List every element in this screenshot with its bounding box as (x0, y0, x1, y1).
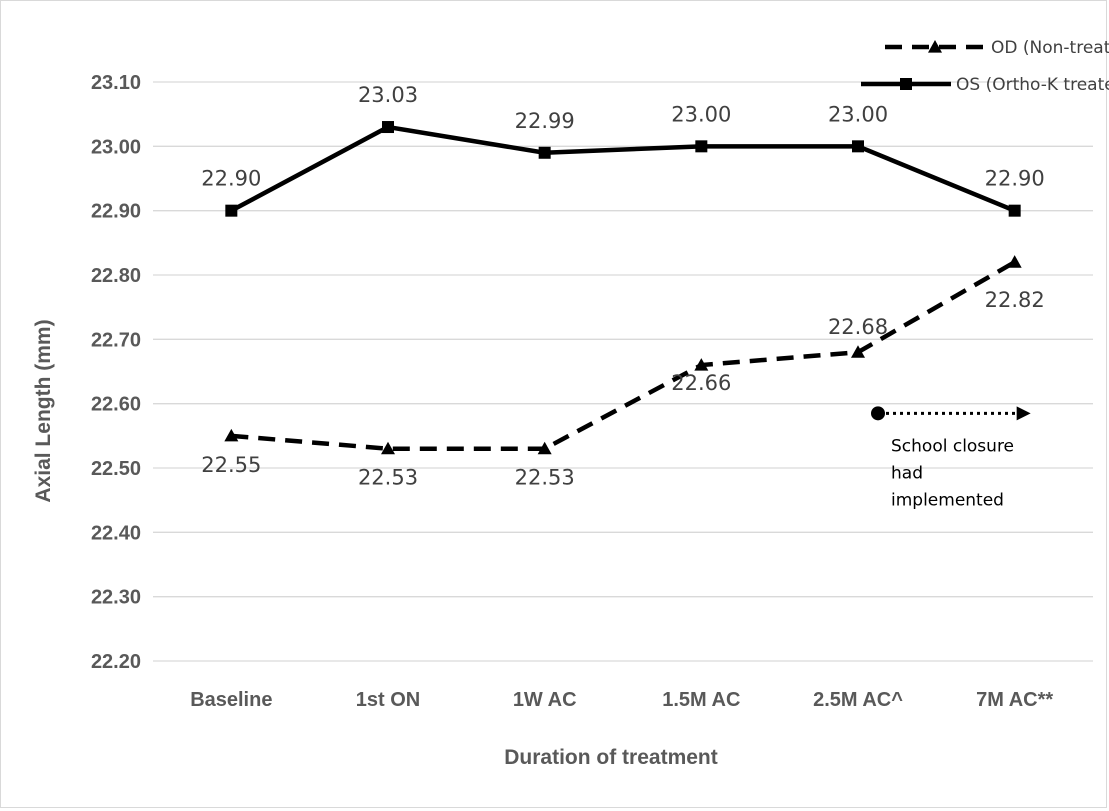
od-data-label: 22.53 (358, 466, 418, 490)
x-tick-label: 7M AC** (976, 689, 1053, 711)
od-triangle-marker (224, 428, 239, 442)
y-tick-label: 22.80 (91, 265, 141, 287)
od-data-label: 22.53 (515, 466, 575, 490)
annotation-text-line: School closure (891, 436, 1014, 456)
x-tick-label: 2.5M AC^ (813, 689, 903, 711)
x-tick-label: Baseline (190, 689, 272, 711)
os-data-label: 22.90 (985, 167, 1045, 191)
os-square-marker (382, 121, 394, 134)
x-tick-label: 1st ON (356, 689, 420, 711)
annotation-text-line: implemented (891, 490, 1004, 510)
y-tick-label: 23.00 (91, 136, 141, 158)
x-axis-title: Duration of treatment (504, 746, 718, 769)
os-data-label: 23.00 (828, 102, 888, 126)
os-data-label: 23.00 (671, 102, 731, 126)
annotation-arrowhead (1016, 406, 1031, 421)
od-data-label: 22.68 (828, 315, 888, 339)
y-tick-label: 22.50 (91, 458, 141, 480)
y-axis-tick-labels: 22.20 22.30 22.40 22.50 22.60 22.70 22.80 22.90… (91, 72, 141, 673)
x-axis-tick-labels: Baseline 1st ON 1W AC 1.5M AC 2.5M AC^ 7M AC*… (190, 689, 1053, 711)
y-tick-label: 23.10 (91, 72, 141, 94)
y-tick-label: 22.40 (91, 522, 141, 544)
y-tick-label: 22.70 (91, 329, 141, 351)
legend: OD (Non-treated) OS (Ortho-K treated) (861, 38, 1109, 95)
legend-od-triangle-marker (928, 40, 942, 53)
od-data-label: 22.82 (985, 288, 1045, 312)
os-series-line (230, 124, 1016, 213)
os-data-label: 23.03 (358, 83, 418, 107)
annotation-text-line: had (891, 463, 923, 483)
od-triangle-marker (381, 441, 395, 455)
legend-os-label: OS (Ortho-K treated) (956, 75, 1109, 95)
x-tick-label: 1W AC (513, 689, 577, 711)
os-square-marker (538, 146, 551, 159)
annotation-start-dot (871, 406, 885, 421)
data-labels: 22.55 22.53 22.53 22.66 22.68 22.82 22.90 23.03… (201, 83, 1044, 490)
y-tick-label: 22.90 (91, 201, 141, 223)
od-data-label: 22.66 (671, 371, 731, 395)
y-tick-label: 22.60 (91, 394, 141, 416)
school-closure-annotation: School closure had implemented (871, 406, 1031, 510)
x-tick-label: 1.5M AC (662, 689, 740, 711)
os-square-marker (225, 204, 238, 217)
y-tick-label: 22.20 (91, 651, 141, 673)
legend-od-label: OD (Non-treated) (991, 38, 1109, 58)
gridlines (153, 81, 1093, 662)
os-square-marker (852, 140, 864, 153)
od-data-label: 22.55 (201, 453, 261, 477)
od-triangle-marker (851, 345, 865, 358)
legend-os-square-marker (900, 78, 912, 90)
od-triangle-marker (537, 441, 552, 455)
od-triangle-marker (694, 358, 709, 371)
os-data-label: 22.90 (201, 167, 261, 191)
os-square-marker (1008, 204, 1021, 217)
y-axis-title: Axial Length (mm) (32, 319, 55, 502)
od-series-line (231, 260, 1016, 451)
os-square-marker (695, 140, 708, 153)
os-data-label: 22.99 (515, 109, 575, 133)
y-tick-label: 22.30 (91, 587, 141, 609)
series-layer (224, 121, 1022, 455)
od-triangle-marker (1007, 255, 1022, 268)
